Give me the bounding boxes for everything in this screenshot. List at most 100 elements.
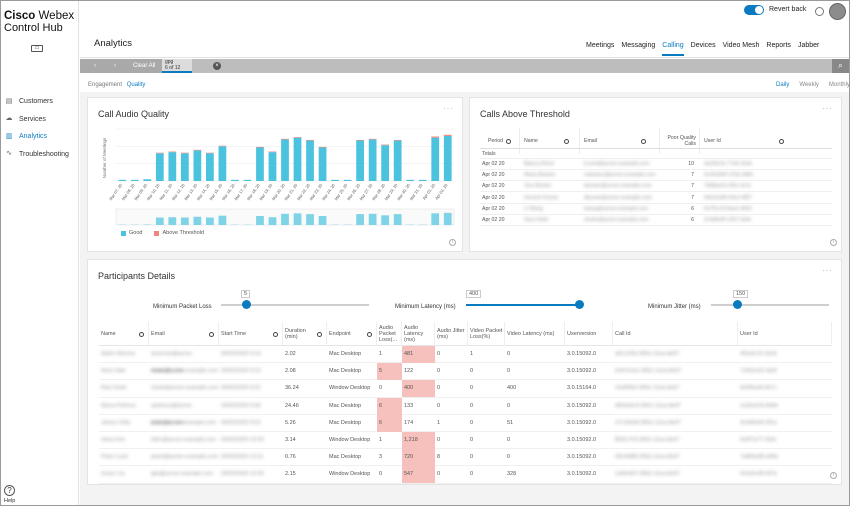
col-callid[interactable]: Call Id bbox=[613, 322, 738, 346]
tab-calling[interactable]: Calling bbox=[662, 42, 684, 56]
search-icon[interactable] bbox=[317, 331, 322, 337]
bar-good[interactable] bbox=[206, 153, 214, 181]
bar-good[interactable] bbox=[256, 147, 264, 181]
tab-video-mesh[interactable]: Video Mesh bbox=[722, 42, 760, 49]
subnav-engagement[interactable]: Engagement bbox=[88, 82, 123, 88]
bar-good[interactable] bbox=[231, 179, 239, 181]
table-row[interactable]: Apr 02 20 Bianca Reed b.reed@acme-example.… bbox=[480, 159, 832, 170]
bar-good[interactable] bbox=[293, 137, 302, 181]
col-ajit[interactable]: Audio Jitter (ms) bbox=[435, 322, 468, 346]
bar-good[interactable] bbox=[418, 179, 427, 181]
bar-above-threshold[interactable] bbox=[356, 139, 364, 141]
revert-toggle[interactable] bbox=[744, 5, 764, 15]
close-icon[interactable]: × bbox=[213, 62, 221, 70]
search-icon[interactable] bbox=[273, 331, 278, 337]
filter-chip[interactable]: gpg 6 of 12 bbox=[162, 59, 192, 73]
bar-good[interactable] bbox=[431, 137, 440, 181]
col-start[interactable]: Start Time bbox=[219, 322, 283, 346]
bar-good[interactable] bbox=[130, 179, 139, 181]
bar-good[interactable] bbox=[118, 179, 127, 181]
table-row[interactable]: Apr 02 20 Sara Holm sholm@acme-example.com… bbox=[480, 215, 832, 226]
bar-good[interactable] bbox=[168, 152, 177, 181]
info-icon[interactable]: i bbox=[830, 239, 837, 246]
bar-above-threshold[interactable] bbox=[381, 144, 390, 146]
tab-messaging[interactable]: Messaging bbox=[621, 42, 656, 49]
bar-good[interactable] bbox=[180, 153, 189, 181]
bar-good[interactable] bbox=[193, 150, 202, 181]
bar-good[interactable] bbox=[356, 140, 364, 181]
tab-meetings[interactable]: Meetings bbox=[586, 42, 615, 49]
sidebar-item-troubleshooting[interactable]: ∿ Troubleshooting bbox=[1, 146, 79, 164]
tab-reports[interactable]: Reports bbox=[766, 42, 791, 49]
bar-above-threshold[interactable] bbox=[318, 146, 327, 148]
search-icon[interactable]: ⌕ bbox=[832, 59, 849, 73]
bar-above-threshold[interactable] bbox=[180, 152, 189, 154]
sidebar-item-customers[interactable]: ▤ Customers bbox=[1, 93, 79, 111]
bar-good[interactable] bbox=[406, 179, 415, 181]
bar-good[interactable] bbox=[393, 140, 402, 181]
bar-above-threshold[interactable] bbox=[443, 134, 452, 136]
more-options-icon[interactable]: ··· bbox=[443, 104, 454, 113]
col-vpl[interactable]: Video Packet Loss(%) bbox=[468, 322, 505, 346]
chat-icon[interactable] bbox=[815, 7, 824, 16]
col-apl[interactable]: Audio Packet Loss(... bbox=[377, 322, 402, 346]
bar-above-threshold[interactable] bbox=[281, 138, 289, 140]
info-icon[interactable]: i bbox=[449, 239, 456, 246]
bar-above-threshold[interactable] bbox=[256, 146, 264, 148]
table-row[interactable]: Peter Lund plund@acme-example.com 04/02/20… bbox=[99, 449, 832, 467]
bar-above-threshold[interactable] bbox=[155, 152, 164, 154]
bar-above-threshold[interactable] bbox=[193, 149, 202, 151]
table-row[interactable]: Ravi Shah rshah@acme-example.com 04/02/202… bbox=[99, 380, 832, 398]
col-alat[interactable]: Audio Latency (ms) bbox=[402, 322, 435, 346]
packet-loss-slider-handle[interactable] bbox=[242, 300, 251, 309]
search-icon[interactable] bbox=[209, 331, 214, 337]
table-row[interactable]: Apr 02 20 Maria Alvarez malvarez@acme-exam… bbox=[480, 170, 832, 182]
bar-good[interactable] bbox=[306, 140, 314, 181]
bar-above-threshold[interactable] bbox=[218, 145, 227, 147]
collapse-sidebar-icon[interactable]: ▭ bbox=[31, 45, 43, 52]
table-row[interactable]: Elena Petrova epetrova@acme-example.com 04… bbox=[99, 397, 832, 426]
table-row[interactable]: James Ortiz jortiz@acme-example.com 04/02/… bbox=[99, 414, 832, 432]
table-row[interactable]: Apr 02 20 Li Wang lwang@acme-example.com 6 5… bbox=[480, 204, 832, 215]
clear-all-button[interactable]: Clear All bbox=[133, 63, 156, 69]
bar-good[interactable] bbox=[381, 145, 390, 181]
col-email[interactable]: Email bbox=[149, 322, 219, 346]
tab-jabber[interactable]: Jabber bbox=[797, 42, 820, 49]
bar-good[interactable] bbox=[281, 139, 289, 181]
chevron-left-icon[interactable]: ‹ bbox=[94, 63, 96, 69]
table-row[interactable]: Aiden Morrow amorrow@acme-example.com 04/0… bbox=[99, 346, 832, 374]
col-name[interactable]: Name bbox=[99, 322, 149, 346]
table-row[interactable]: Nora Hale nhale@acme-example.com 04/02/202… bbox=[99, 363, 832, 381]
packet-loss-slider[interactable] bbox=[221, 304, 369, 306]
col-vlat[interactable]: Video Latency (ms) bbox=[505, 322, 565, 346]
table-row[interactable]: Apr 02 20 Tom Becker tbecker@acme-example.… bbox=[480, 181, 832, 193]
chevron-right-icon[interactable]: › bbox=[114, 63, 116, 69]
table-row[interactable]: Grace Liu gliu@acme-example.com 04/02/2020… bbox=[99, 466, 832, 484]
search-icon[interactable] bbox=[640, 138, 646, 144]
bar-good[interactable] bbox=[268, 152, 277, 181]
more-options-icon[interactable]: ··· bbox=[822, 104, 833, 113]
table-row[interactable]: Apr 02 20 Devesh Kumar dkumar@acme-example… bbox=[480, 193, 832, 204]
table-row[interactable]: Hana Kim hkim@acme-example.com 04/02/2020 … bbox=[99, 432, 832, 450]
more-options-icon[interactable]: ··· bbox=[822, 266, 833, 275]
bar-above-threshold[interactable] bbox=[268, 151, 277, 153]
col-userid[interactable]: User Id bbox=[738, 322, 832, 346]
search-icon[interactable] bbox=[563, 138, 569, 144]
col-ver[interactable]: Userversion bbox=[565, 322, 613, 346]
latency-slider-handle[interactable] bbox=[575, 300, 584, 309]
bar-good[interactable] bbox=[318, 147, 327, 181]
bar-good[interactable] bbox=[368, 139, 377, 181]
bar-good[interactable] bbox=[243, 179, 252, 181]
bar-above-threshold[interactable] bbox=[306, 139, 314, 141]
sidebar-item-services[interactable]: ☁ Services bbox=[1, 111, 79, 129]
bar-above-threshold[interactable] bbox=[431, 136, 440, 138]
bar-above-threshold[interactable] bbox=[168, 151, 177, 153]
bar-good[interactable] bbox=[155, 153, 164, 181]
bar-good[interactable] bbox=[331, 179, 339, 181]
bar-above-threshold[interactable] bbox=[206, 152, 214, 154]
jitter-slider[interactable] bbox=[711, 304, 829, 306]
jitter-slider-handle[interactable] bbox=[733, 300, 742, 309]
bar-above-threshold[interactable] bbox=[393, 139, 402, 141]
col-duration[interactable]: Duration (min) bbox=[283, 322, 327, 346]
search-icon[interactable] bbox=[506, 138, 511, 144]
